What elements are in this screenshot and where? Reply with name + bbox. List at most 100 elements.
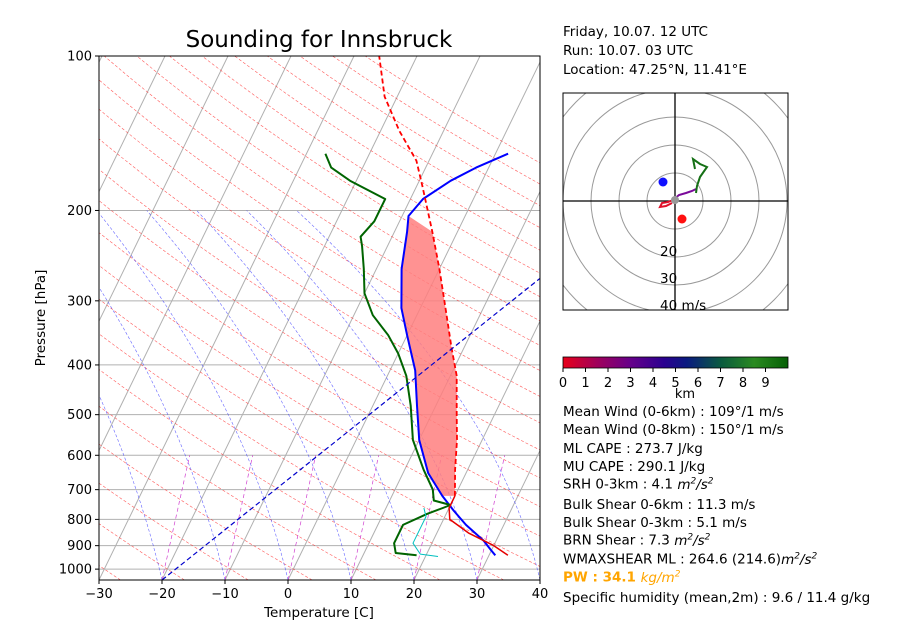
precipitable-water: PW : 34.1 kg/m2 [563, 569, 680, 586]
colorbar-tick-label: 2 [604, 376, 612, 391]
dry-adiabat [99, 523, 185, 580]
dry-adiabat [99, 369, 441, 580]
hodograph-frame [562, 92, 789, 311]
x-axis-ticks: −30 −20 −10 0 10 20 30 40 [85, 580, 548, 602]
y-axis-ticks: 100 200 300 400 500 600 700 800 900 1000 [59, 50, 99, 578]
y-tick-label: 700 [67, 483, 92, 498]
height-colorbar [562, 356, 789, 369]
dry-adiabat [99, 265, 540, 537]
x-tick-label: 0 [284, 587, 292, 602]
bulk-shear-0-3km: Bulk Shear 0-3km : 5.1 m/s [563, 515, 747, 531]
colorbar-label: km [675, 387, 695, 402]
dry-adiabat [201, 56, 540, 274]
dry-adiabat [99, 565, 121, 580]
moist-adiabat [99, 212, 289, 580]
isotherm-line [413, 319, 540, 580]
chart-grid [99, 56, 540, 580]
colorbar-tick-label: 6 [694, 376, 702, 391]
pw-unit: kg/m2 [640, 569, 681, 586]
dry-adiabat [99, 298, 540, 567]
mixing-ratio-line [224, 455, 254, 580]
brn-shear: BRN Shear : 7.3 m2/s2 [563, 532, 710, 549]
colorbar-tick-label: 9 [761, 376, 769, 391]
dry-adiabat [104, 56, 540, 346]
brn-unit: m2/s2 [674, 532, 711, 549]
mixing-ratio-line [350, 455, 380, 580]
model-run: Run: 10.07. 03 UTC [563, 43, 694, 59]
mixing-ratio-line [161, 455, 191, 580]
dry-adiabat [99, 168, 540, 451]
wmaxshear-unit: m2/s2 [781, 551, 818, 568]
colorbar-tick-label: 5 [671, 376, 679, 391]
plot-frame [98, 55, 541, 581]
series-line-0 [400, 152, 509, 556]
series-line-4 [378, 56, 458, 496]
series-line-3 [412, 507, 439, 557]
y-tick-label: 600 [67, 449, 92, 464]
isotherm-line [99, 56, 229, 323]
colorbar-tick-label: 1 [581, 376, 589, 391]
specific-humidity: Specific humidity (mean,2m) : 9.6 / 11.4… [563, 590, 871, 606]
isotherm-line [99, 56, 103, 64]
srh-unit: m2/s2 [677, 476, 714, 493]
dry-adiabat [169, 56, 540, 298]
y-tick-label: 100 [67, 50, 92, 65]
x-tick-label: 20 [406, 587, 423, 602]
y-tick-label: 300 [67, 294, 92, 309]
hodograph-ring-label-20: 20 [660, 244, 677, 260]
hodograph-ring-label-40: 40 m/s [660, 298, 706, 314]
dry-adiabat [136, 56, 540, 322]
dry-adiabat [99, 443, 313, 580]
storm-motion-left-marker [658, 177, 668, 187]
y-tick-label: 800 [67, 513, 92, 528]
hodograph: 20 30 40 m/s [563, 93, 788, 314]
hodograph-trace-upper [691, 156, 709, 194]
hodograph-origin-marker [671, 196, 679, 204]
isotherm-line [99, 56, 292, 452]
wmaxshear-ml: WMAXSHEAR ML : 264.6 (214.6)m2/s2 [563, 551, 817, 568]
y-tick-label: 500 [67, 408, 92, 423]
colorbar-tick-label: 8 [739, 376, 747, 391]
series-line-2 [448, 495, 509, 556]
dry-adiabat [99, 108, 540, 397]
y-axis-label: Pressure [hPa] [33, 270, 49, 367]
brn-value: BRN Shear : 7.3 [563, 532, 675, 549]
moist-adiabat [99, 394, 163, 580]
mean-wind-0-8km: Mean Wind (0-8km) : 150°/1 m/s [563, 422, 784, 438]
colorbar-tick-label: 3 [626, 376, 634, 391]
forecast-date: Friday, 10.07. 12 UTC [563, 24, 708, 40]
x-tick-label: 10 [343, 587, 360, 602]
x-tick-label: 40 [532, 587, 549, 602]
storm-motion-right-marker [677, 214, 687, 224]
y-tick-label: 900 [67, 539, 92, 554]
x-tick-label: 30 [469, 587, 486, 602]
isotherm-line [476, 449, 540, 580]
mixing-ratio-line [476, 455, 506, 580]
wmaxshear-value: WMAXSHEAR ML : 264.6 (214.6) [563, 551, 782, 568]
colorbar-tick-label: 7 [716, 376, 724, 391]
dry-adiabat [99, 138, 540, 424]
bulk-shear-0-6km: Bulk Shear 0-6km : 11.3 m/s [563, 497, 756, 513]
series-line-1 [324, 153, 452, 557]
dry-adiabat [99, 200, 540, 479]
ml-cape: ML CAPE : 273.7 J/kg [563, 441, 703, 457]
x-tick-label: −10 [211, 587, 238, 602]
hodograph-trace-low [658, 199, 674, 209]
moist-adiabat [99, 286, 226, 580]
srh-0-3km: SRH 0-3km : 4.1 m2/s2 [563, 476, 714, 493]
moist-adiabat [146, 210, 352, 580]
moist-adiabat [196, 210, 415, 580]
series-line-5 [161, 277, 540, 580]
mean-wind-0-6km: Mean Wind (0-6km) : 109°/1 m/s [563, 404, 784, 420]
isotherm-line [161, 56, 418, 580]
mixing-ratio-lines [161, 455, 506, 580]
cape-area [401, 216, 457, 496]
y-tick-label: 1000 [59, 563, 92, 578]
mixing-ratio-line [287, 455, 317, 580]
pw-value: PW : 34.1 [563, 569, 641, 586]
y-tick-label: 400 [67, 358, 92, 373]
y-tick-label: 200 [67, 204, 92, 219]
mu-cape: MU CAPE : 290.1 J/kg [563, 459, 706, 475]
